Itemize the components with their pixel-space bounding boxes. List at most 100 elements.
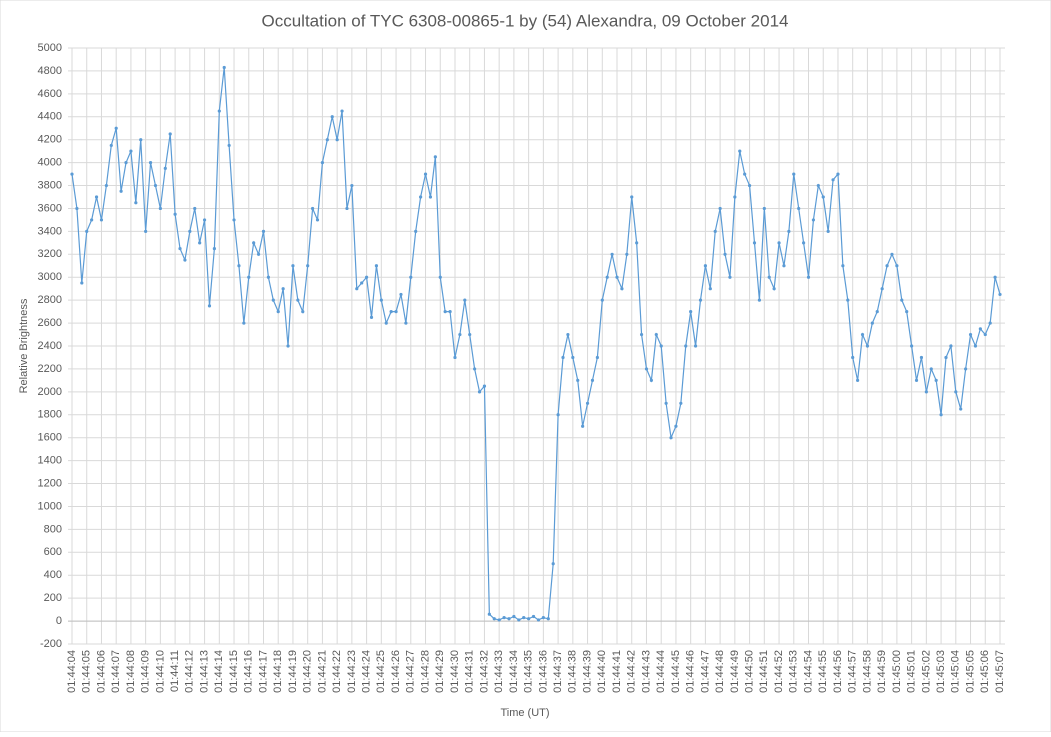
x-tick-label: 01:44:42 xyxy=(626,650,638,693)
data-point xyxy=(998,292,1002,297)
data-point xyxy=(944,355,948,360)
data-point xyxy=(325,138,329,142)
data-point xyxy=(644,367,649,371)
data-point xyxy=(890,252,894,256)
data-point xyxy=(551,562,555,566)
data-point xyxy=(747,183,752,188)
x-tick-label: 01:44:08 xyxy=(125,650,137,693)
data-point xyxy=(639,332,644,337)
data-point xyxy=(340,109,344,113)
data-point xyxy=(153,183,158,188)
x-tick-label: 01:44:38 xyxy=(567,650,579,693)
data-point xyxy=(797,206,801,211)
data-point xyxy=(743,172,747,176)
data-point xyxy=(821,195,825,199)
data-point xyxy=(654,332,658,337)
data-point xyxy=(232,218,236,222)
data-point xyxy=(546,617,550,621)
data-point xyxy=(163,166,167,170)
data-point xyxy=(576,378,580,382)
x-tick-label: 01:44:10 xyxy=(154,650,166,693)
data-point xyxy=(90,218,94,222)
data-point xyxy=(414,229,418,233)
data-point xyxy=(330,115,334,119)
data-point xyxy=(453,355,457,360)
data-point xyxy=(148,161,153,165)
data-point xyxy=(831,178,835,182)
data-point xyxy=(365,275,369,279)
x-tick-label: 01:44:25 xyxy=(375,650,387,693)
data-point xyxy=(566,332,570,337)
data-point xyxy=(399,292,403,297)
data-point xyxy=(104,183,108,188)
data-point xyxy=(590,378,595,382)
x-tick-label: 01:44:51 xyxy=(758,650,770,693)
data-point xyxy=(310,206,315,211)
data-point xyxy=(585,401,590,405)
data-point xyxy=(762,206,766,211)
data-point xyxy=(433,155,437,159)
x-tick-label: 01:44:21 xyxy=(316,650,328,693)
y-tick-label: 5000 xyxy=(38,42,62,54)
x-tick-label: 01:44:24 xyxy=(361,650,373,693)
x-tick-label: 01:44:37 xyxy=(552,650,564,693)
data-point xyxy=(914,378,919,382)
data-point xyxy=(816,183,820,188)
data-point xyxy=(202,218,207,222)
y-tick-label: 200 xyxy=(44,592,62,604)
y-tick-label: 2200 xyxy=(38,363,62,375)
data-point xyxy=(492,617,496,621)
y-tick-label: 2400 xyxy=(38,340,62,352)
data-point xyxy=(693,344,698,348)
data-point xyxy=(114,126,118,130)
data-point xyxy=(757,298,762,302)
data-point xyxy=(419,195,423,199)
data-point xyxy=(207,304,212,308)
data-point xyxy=(281,287,285,291)
x-tick-label: 01:45:06 xyxy=(979,650,991,693)
y-axis-title: Relative Brightness xyxy=(18,298,30,393)
data-point xyxy=(276,310,280,314)
data-point xyxy=(841,264,845,268)
x-tick-label: 01:44:04 xyxy=(66,650,78,693)
data-point xyxy=(173,212,177,216)
data-point xyxy=(212,246,216,251)
data-point xyxy=(846,298,850,302)
y-tick-label: 4200 xyxy=(38,134,62,146)
data-point xyxy=(875,310,879,314)
x-tick-label: 01:44:41 xyxy=(611,650,623,693)
data-point xyxy=(679,401,683,405)
data-point xyxy=(85,229,89,233)
data-point xyxy=(183,258,187,262)
data-point xyxy=(217,109,221,113)
data-point xyxy=(315,218,320,222)
y-tick-label: 4600 xyxy=(38,88,62,100)
x-tick-label: 01:44:53 xyxy=(788,650,800,693)
data-point xyxy=(158,206,162,211)
data-point xyxy=(968,332,973,337)
data-point xyxy=(350,183,354,188)
data-point xyxy=(708,287,712,291)
data-point xyxy=(811,218,816,222)
data-point xyxy=(507,617,511,621)
data-point xyxy=(473,367,477,371)
y-tick-label: 3400 xyxy=(38,225,62,237)
data-point xyxy=(689,310,693,314)
data-point xyxy=(959,407,963,411)
x-tick-label: 01:44:32 xyxy=(478,650,490,693)
x-tick-label: 01:44:17 xyxy=(257,650,269,693)
x-tick-label: 01:45:05 xyxy=(964,650,976,693)
data-point xyxy=(222,65,226,70)
x-axis-title: Time (UT) xyxy=(500,707,549,719)
data-point xyxy=(237,264,241,268)
data-point xyxy=(851,355,855,360)
data-point xyxy=(615,275,619,279)
data-point xyxy=(75,206,79,211)
data-point xyxy=(242,321,246,325)
data-point xyxy=(360,281,364,285)
data-point xyxy=(463,298,467,302)
x-tick-label: 01:44:52 xyxy=(773,650,785,693)
y-tick-label: 1400 xyxy=(38,455,62,467)
x-tick-label: 01:44:57 xyxy=(847,650,859,693)
x-tick-label: 01:44:44 xyxy=(655,650,667,693)
